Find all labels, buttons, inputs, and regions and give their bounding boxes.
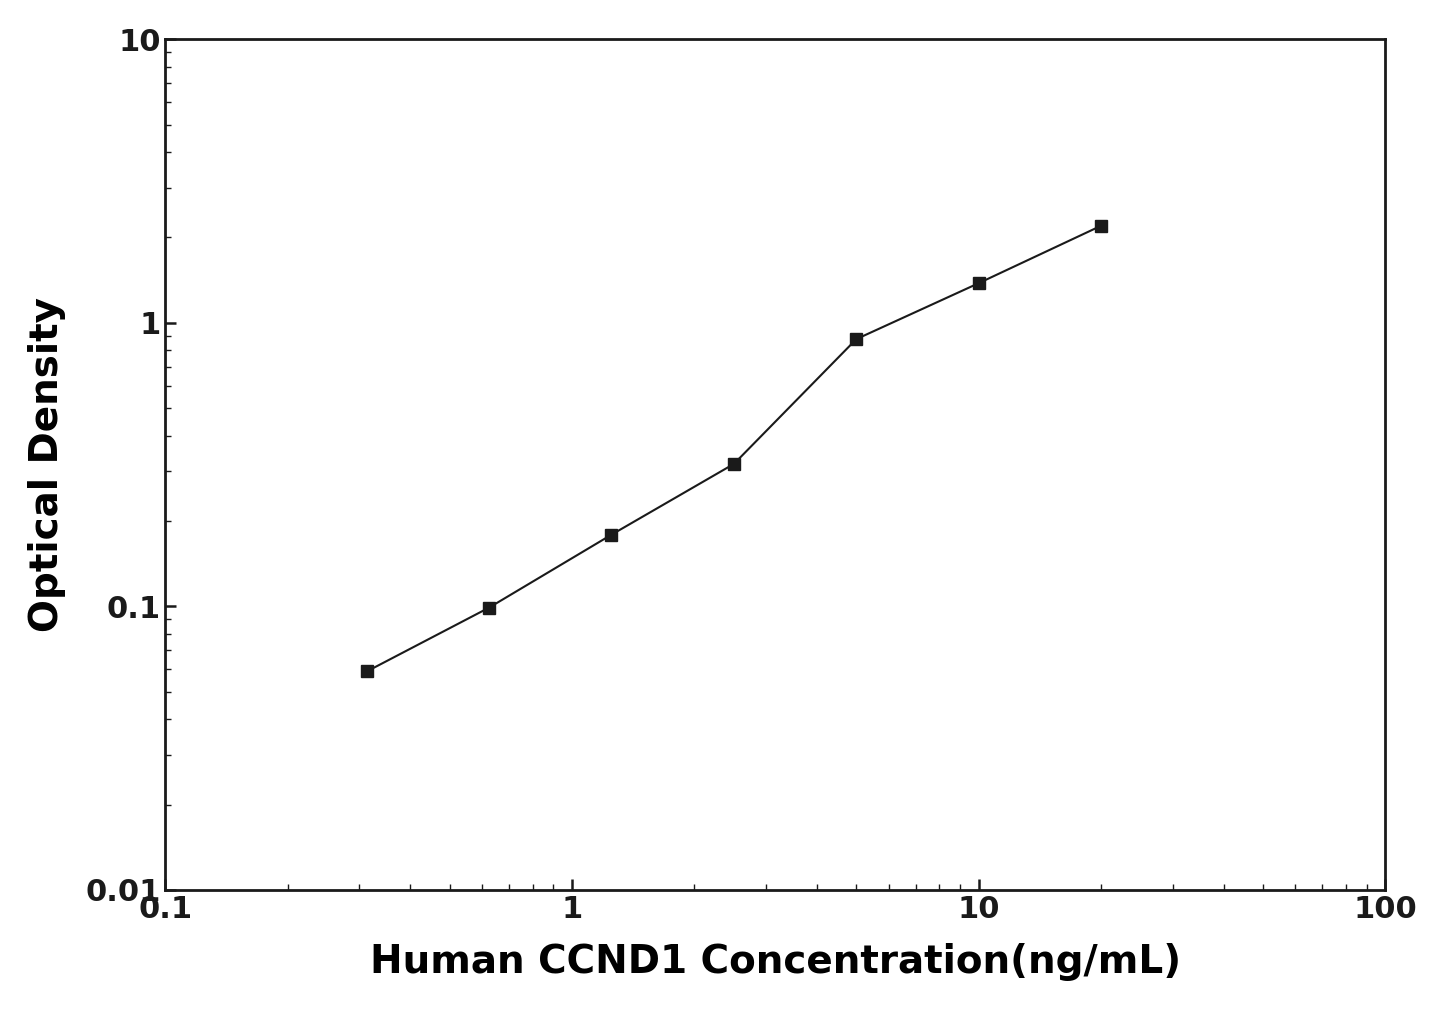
X-axis label: Human CCND1 Concentration(ng/mL): Human CCND1 Concentration(ng/mL) [370, 943, 1181, 981]
Y-axis label: Optical Density: Optical Density [27, 297, 66, 632]
